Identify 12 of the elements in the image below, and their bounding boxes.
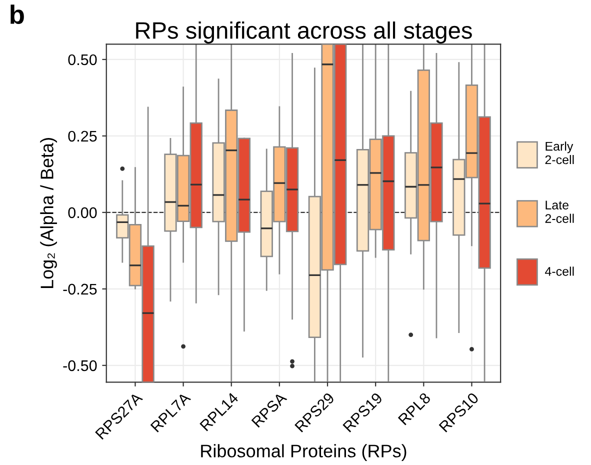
chart-title: RPs significant across all stages	[136, 22, 472, 44]
text: b	[10, 4, 24, 24]
y-tick-label: 0.25	[68, 130, 97, 142]
y-tick-label: 0.00	[68, 207, 97, 218]
legend-label: 4-cell	[545, 266, 574, 276]
y-tick-label: -0.25	[63, 284, 97, 295]
y-tick-label: 0.50	[68, 54, 97, 66]
y-axis-title: Log₂ (Alpha / Beta)	[40, 138, 57, 288]
legend-label: Early 2-cell	[545, 142, 574, 164]
legend-label: Late 2-cell	[545, 200, 574, 223]
x-axis-title: Ribosomal Proteins (RPs)	[201, 444, 406, 461]
y-tick-label: -0.50	[63, 360, 97, 372]
